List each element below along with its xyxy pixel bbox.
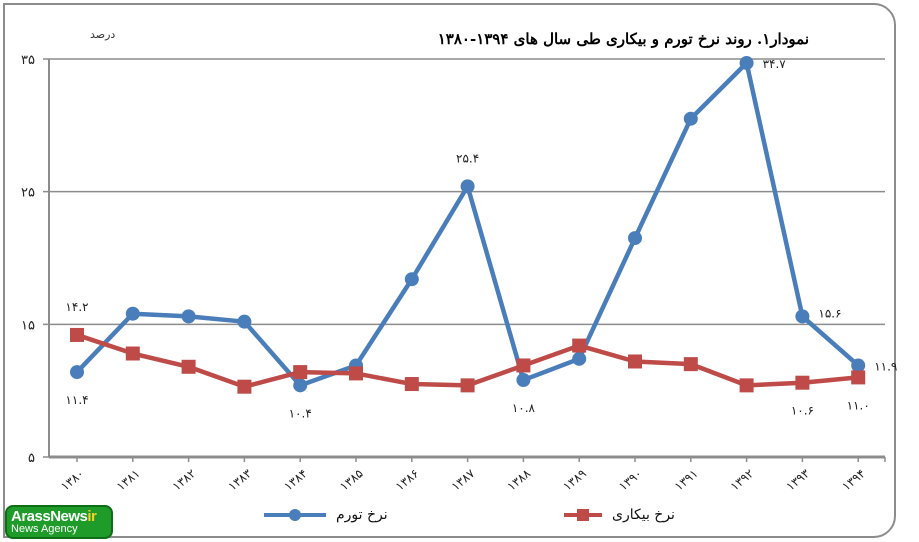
unemployment-marker: [572, 338, 587, 353]
inflation-marker: [125, 306, 140, 321]
y-axis-unit-label: درصد: [90, 28, 116, 41]
x-tick-label: ۱۳۸۷: [449, 466, 478, 494]
data-label: ۱۵.۶: [818, 306, 841, 320]
data-label: ۱۰.۸: [512, 401, 536, 415]
legend-unemployment: نرخ بیکاری: [562, 507, 675, 523]
y-tick-label: ۵: [28, 451, 35, 466]
unemployment-marker: [739, 378, 754, 393]
unemployment-marker: [851, 370, 866, 385]
inflation-marker: [181, 309, 196, 324]
inflation-marker: [739, 55, 754, 70]
data-label: ۱۴.۲: [65, 300, 88, 314]
inflation-marker: [404, 272, 419, 287]
x-tick-label: ۱۳۸۸: [504, 466, 533, 494]
unemployment-marker: [404, 377, 419, 392]
unemployment-marker: [125, 346, 140, 361]
x-tick-label: ۱۳۸۶: [393, 466, 422, 493]
x-tick-label: ۱۳۸۳: [225, 466, 254, 494]
y-tick-label: ۲۵: [21, 186, 35, 201]
data-label: ۲۵.۴: [456, 151, 479, 165]
unemployment-marker: [683, 357, 698, 372]
inflation-line: [75, 60, 860, 388]
unemployment-marker: [460, 378, 475, 393]
x-tick-label: ۱۳۸۵: [337, 466, 366, 493]
logo-suffix: ir: [87, 508, 97, 525]
data-label: ۱۱.۰: [847, 398, 870, 412]
unemployment-marker: [181, 359, 196, 374]
inflation-marker: [293, 378, 308, 393]
inflation-marker: [572, 351, 587, 366]
y-tick-label: ۱۵: [21, 318, 35, 333]
unemployment-marker: [795, 375, 810, 390]
legend-inflation: نرخ تورم: [262, 507, 388, 523]
inflation-marker: [628, 231, 642, 246]
arassnews-logo: ArassNewsir News Agency: [5, 505, 113, 539]
logo-tagline: News Agency: [11, 523, 78, 535]
circle-marker-icon: [264, 509, 326, 521]
x-tick-label: ۱۳۹۳: [783, 466, 812, 494]
inflation-marker: [683, 111, 698, 126]
data-label: ۱۰.۶: [791, 404, 814, 418]
inflation-marker: [460, 179, 475, 194]
x-tick-label: ۱۳۸۴: [281, 466, 310, 493]
data-label: ۳۴.۷: [763, 57, 787, 71]
data-label: ۱۱.۹: [874, 359, 897, 373]
unemployment-marker: [516, 358, 531, 373]
chart-title: نمودار۱. روند نرخ تورم و بیکاری طی سال ه…: [437, 30, 809, 48]
unemployment-marker: [293, 365, 308, 380]
unemployment-marker: [70, 327, 84, 342]
inflation-marker: [795, 309, 810, 324]
inflation-marker: [70, 365, 84, 380]
y-tick-label: ۳۵: [21, 53, 35, 68]
inflation-marker: [851, 358, 866, 373]
x-tick-label: ۱۳۹۴: [839, 466, 868, 493]
inflation-marker: [237, 314, 252, 329]
data-label: ۱۰.۴: [289, 406, 312, 420]
x-tick-label: ۱۳۹۰: [616, 466, 645, 493]
square-marker-icon: [564, 509, 602, 521]
legend-inflation-label: نرخ تورم: [336, 507, 388, 523]
x-tick-label: ۱۳۸۱: [114, 466, 143, 493]
x-tick-label: ۱۳۸۹: [560, 466, 589, 493]
unemployment-marker: [349, 366, 363, 381]
unemployment-marker: [237, 379, 252, 394]
legend-unemployment-label: نرخ بیکاری: [612, 507, 675, 523]
chart-frame: [3, 3, 896, 538]
data-label: ۱۱.۴: [65, 393, 88, 407]
logo-name: ArassNews: [11, 508, 88, 525]
x-tick-label: ۱۳۹۲: [728, 466, 757, 493]
x-tick-label: ۱۳۸۲: [170, 466, 199, 493]
unemployment-marker: [628, 354, 642, 369]
x-tick-label: ۱۳۹۱: [672, 466, 701, 493]
x-tick-label: ۱۳۸۰: [58, 466, 87, 493]
inflation-marker: [516, 373, 531, 388]
